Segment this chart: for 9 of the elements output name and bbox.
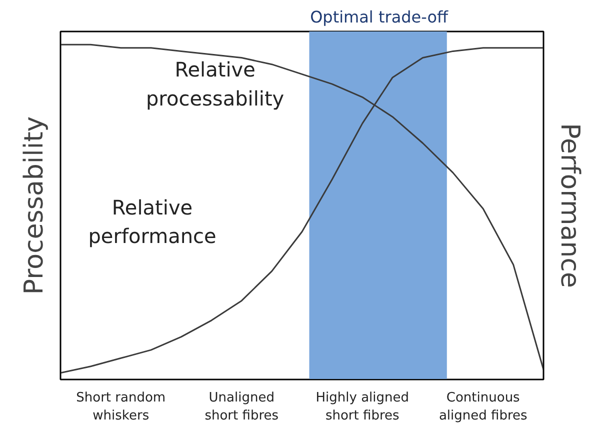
chart-title: Optimal trade-off bbox=[310, 8, 449, 26]
x-tick-label: Highly aligned short fibres bbox=[316, 390, 409, 424]
x-tick-label: Continuous aligned fibres bbox=[438, 390, 528, 424]
y-axis-title: Processability bbox=[20, 116, 50, 295]
x-tick-label: Unaligned short fibres bbox=[204, 390, 279, 424]
y2-axis-title: Performance bbox=[554, 123, 584, 288]
text: Relative performance bbox=[88, 195, 216, 248]
x-tick-label: Short random whiskers bbox=[76, 390, 166, 424]
series-label: Relative processability bbox=[146, 57, 284, 110]
